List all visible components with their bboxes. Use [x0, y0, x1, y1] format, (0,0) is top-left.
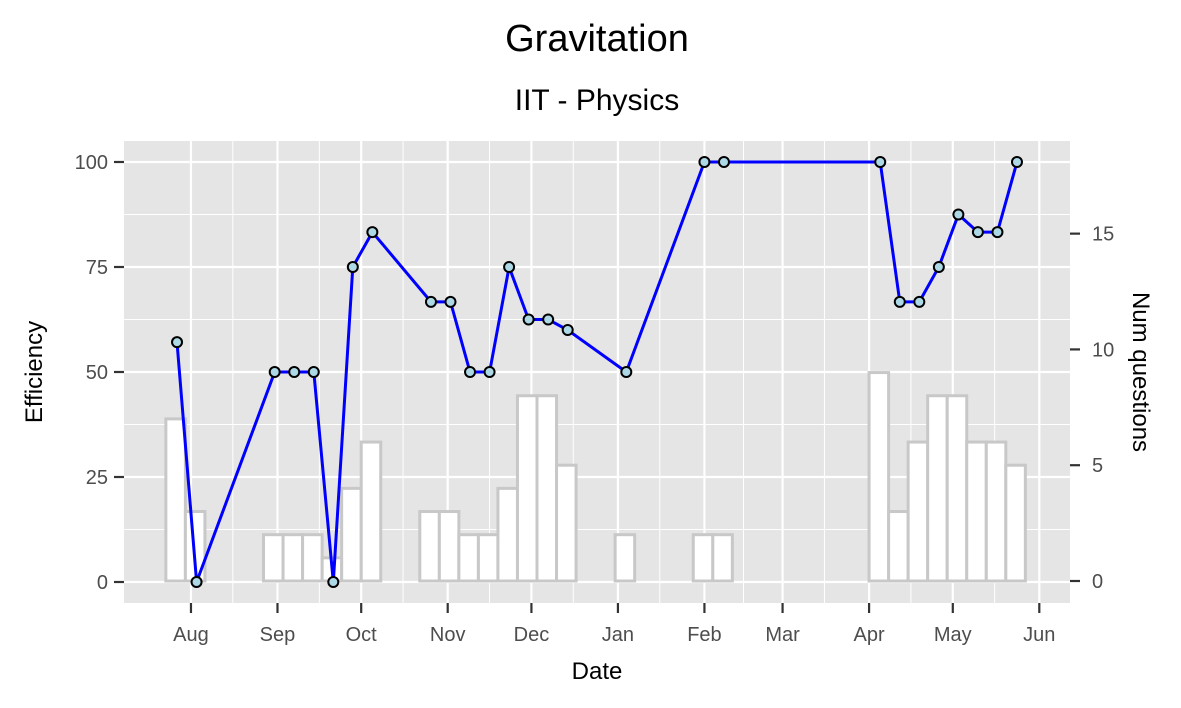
bar [418, 510, 441, 583]
bar [437, 510, 461, 583]
data-point [444, 295, 457, 308]
y-axis-label: Efficiency [21, 321, 48, 423]
bar [1004, 463, 1027, 583]
bar [691, 533, 715, 583]
x-tick-label: Sep [260, 624, 296, 646]
y2-tick-label: 15 [1092, 224, 1114, 246]
y2-tick-label: 0 [1092, 571, 1103, 593]
y2-axis-label: Num questions [1127, 292, 1154, 452]
bar [945, 394, 969, 583]
data-point [874, 156, 887, 168]
bar [359, 440, 383, 583]
data-point [366, 226, 379, 239]
bar [535, 394, 559, 583]
bar [301, 533, 324, 583]
data-point [190, 576, 203, 588]
bar [867, 371, 891, 583]
bar [887, 510, 910, 583]
bar [906, 440, 930, 583]
bar [711, 533, 734, 583]
bar [340, 486, 363, 583]
bar [515, 394, 539, 583]
data-point [327, 576, 340, 588]
y-tick-label: 0 [97, 572, 108, 594]
data-point [561, 324, 574, 336]
x-tick-label: Apr [854, 624, 885, 646]
bar [457, 533, 480, 583]
y-tick-label: 100 [75, 152, 108, 174]
data-point [932, 261, 945, 273]
x-tick-label: Nov [430, 624, 466, 646]
x-tick-label: Mar [765, 624, 800, 646]
x-tick-label: Feb [687, 624, 721, 646]
data-point [717, 156, 730, 168]
bar [965, 440, 988, 583]
data-point [268, 366, 281, 378]
bar [984, 440, 1008, 583]
y-tick-label: 75 [86, 257, 108, 279]
x-tick-label: Aug [173, 624, 209, 646]
bar [164, 417, 187, 583]
data-point [542, 313, 555, 326]
y-tick-label: 25 [86, 467, 108, 489]
data-point [424, 295, 437, 308]
data-point [952, 208, 965, 221]
chart-subtitle: IIT - Physics [515, 84, 679, 117]
data-point [971, 226, 984, 239]
bar [262, 533, 285, 583]
bar [496, 486, 519, 583]
data-point [483, 366, 496, 378]
data-point [893, 295, 906, 308]
data-point [346, 261, 359, 273]
bar [926, 394, 949, 583]
y2-tick-label: 5 [1092, 455, 1103, 477]
bar [555, 463, 578, 583]
data-point [288, 366, 301, 378]
y-tick-label: 50 [86, 362, 108, 384]
bar [476, 533, 500, 583]
data-point [522, 313, 535, 326]
bar [281, 533, 305, 583]
bar [613, 533, 637, 583]
x-tick-label: Jun [1023, 624, 1055, 646]
x-axis-label: Date [572, 658, 623, 685]
data-point [503, 261, 516, 273]
data-point [464, 366, 477, 378]
data-point [913, 295, 926, 308]
chart-title: Gravitation [505, 18, 689, 60]
data-point [991, 226, 1004, 239]
y2-tick-label: 10 [1092, 339, 1114, 361]
data-point [171, 336, 184, 349]
x-tick-label: Oct [346, 624, 378, 646]
data-point [1010, 156, 1023, 168]
data-point [698, 156, 711, 168]
plot-area [124, 141, 1070, 603]
data-point [620, 366, 633, 378]
x-tick-label: May [934, 624, 972, 646]
x-tick-label: Dec [514, 624, 550, 646]
x-tick-label: Jan [602, 624, 634, 646]
data-point [307, 366, 320, 378]
